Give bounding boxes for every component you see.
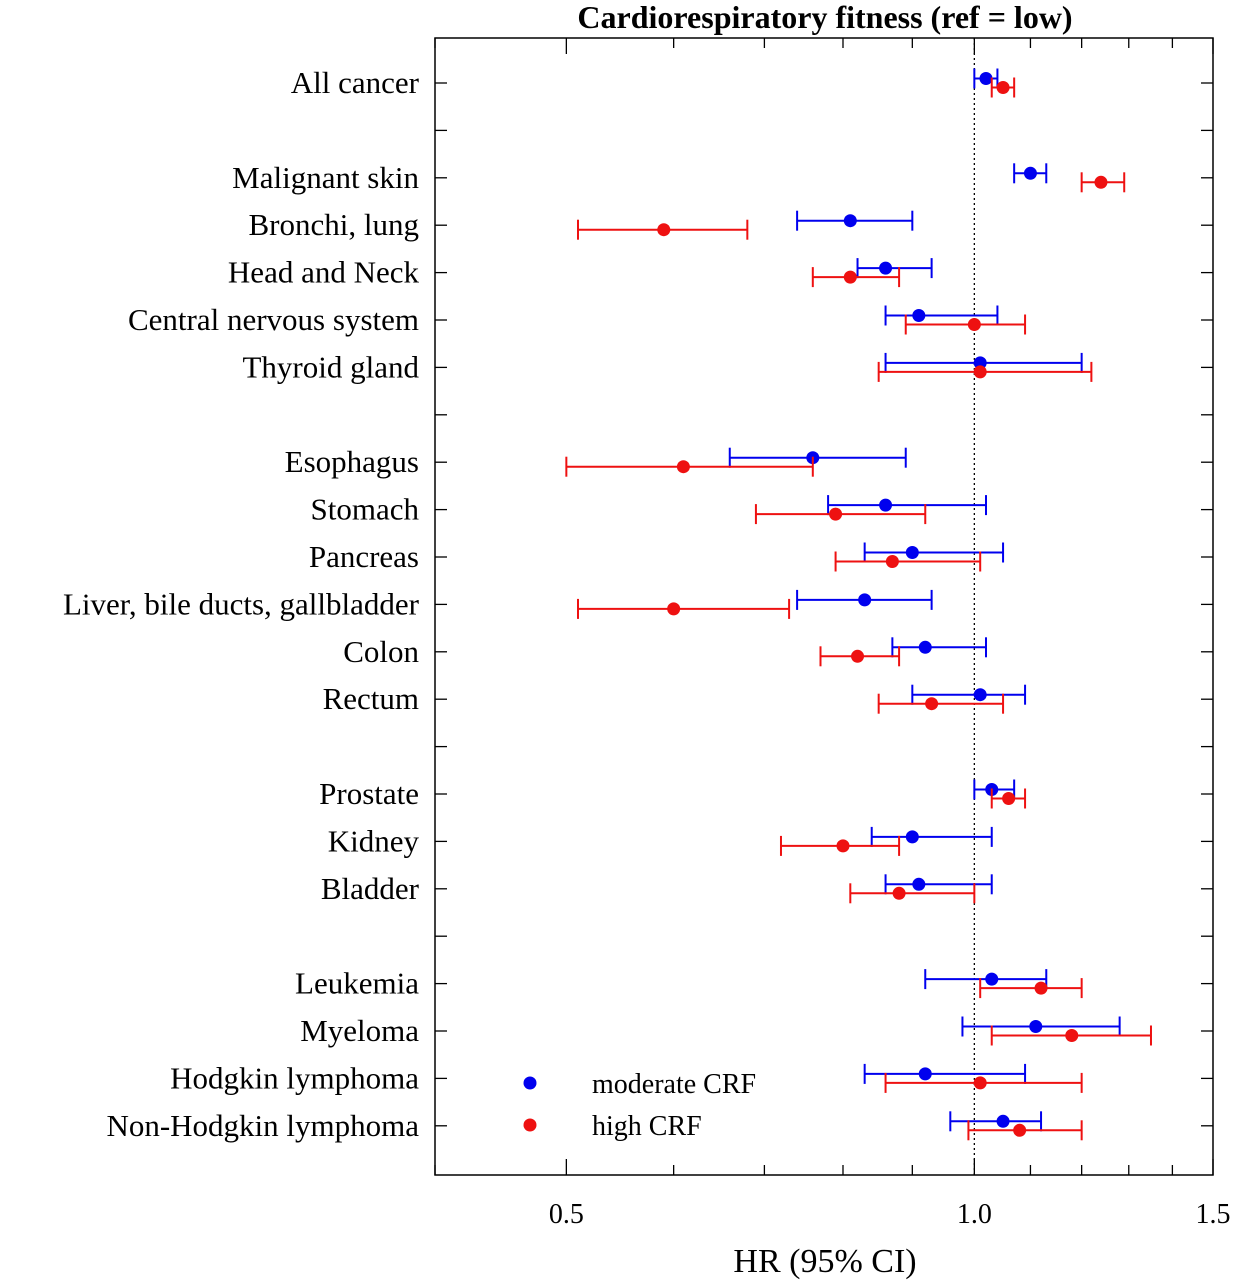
data-point xyxy=(858,593,872,607)
data-point xyxy=(879,498,893,512)
data-point xyxy=(996,1114,1010,1128)
data-point xyxy=(1065,1029,1079,1042)
data-point xyxy=(985,972,999,986)
category-label: Bronchi, lung xyxy=(249,207,420,242)
x-tick-label: 1.0 xyxy=(957,1199,992,1230)
data-point xyxy=(973,365,987,379)
category-label: Prostate xyxy=(319,776,419,811)
category-label: Hodgkin lymphoma xyxy=(170,1060,419,1095)
data-point xyxy=(885,555,899,568)
category-label: Kidney xyxy=(328,823,420,858)
category-label: Colon xyxy=(343,634,419,669)
data-point xyxy=(676,460,690,474)
data-point xyxy=(829,507,843,521)
legend-marker xyxy=(523,1076,537,1090)
category-label: Thyroid gland xyxy=(243,349,420,384)
data-point xyxy=(1094,175,1108,189)
x-axis-label: HR (95% CI) xyxy=(733,1243,916,1280)
category-label: Bladder xyxy=(321,871,420,906)
data-point xyxy=(843,214,857,228)
category-label: Non-Hodgkin lymphoma xyxy=(106,1108,419,1143)
chart-title: Cardiorespiratory fitness (ref = low) xyxy=(577,0,1072,35)
data-point xyxy=(905,830,919,844)
data-point xyxy=(973,356,987,370)
category-label: Leukemia xyxy=(295,966,419,1001)
data-point xyxy=(973,688,987,702)
data-point xyxy=(925,697,939,711)
data-point xyxy=(1023,166,1037,180)
data-point xyxy=(918,640,932,654)
data-point xyxy=(836,839,850,853)
data-point xyxy=(918,1067,932,1081)
category-label: Liver, bile ducts, gallbladder xyxy=(63,586,420,621)
data-point xyxy=(851,649,865,663)
category-label: Rectum xyxy=(323,681,419,716)
legend-label: high CRF xyxy=(592,1111,702,1142)
category-label: Malignant skin xyxy=(232,160,419,195)
category-label: Pancreas xyxy=(309,539,419,574)
x-tick-label: 1.5 xyxy=(1196,1199,1231,1230)
data-point xyxy=(1013,1123,1027,1137)
data-point xyxy=(843,270,857,284)
category-label: Esophagus xyxy=(285,444,419,479)
data-point xyxy=(892,886,906,900)
data-point xyxy=(1034,981,1048,995)
category-label: Myeloma xyxy=(300,1013,419,1048)
category-label: Stomach xyxy=(311,492,420,527)
data-point xyxy=(657,223,671,237)
data-point xyxy=(905,546,919,559)
category-label: All cancer xyxy=(291,65,420,100)
data-point xyxy=(996,81,1010,94)
category-label: Central nervous system xyxy=(128,302,419,337)
plot-area: All cancer Malignant skin Bronchi, lung Hea… xyxy=(63,37,1231,1230)
plot-frame xyxy=(434,37,1214,1176)
data-point xyxy=(979,72,993,85)
x-tick-label: 0.5 xyxy=(549,1199,584,1230)
data-point xyxy=(879,261,893,275)
data-point xyxy=(973,1076,987,1090)
data-point xyxy=(1029,1020,1043,1033)
data-point xyxy=(967,318,981,331)
legend-marker xyxy=(523,1118,537,1132)
data-point xyxy=(667,602,681,616)
category-label: Head and Neck xyxy=(228,255,420,290)
legend-label: moderate CRF xyxy=(592,1069,756,1100)
data-point xyxy=(1002,792,1016,805)
data-point xyxy=(912,309,926,322)
data-point xyxy=(912,877,926,891)
